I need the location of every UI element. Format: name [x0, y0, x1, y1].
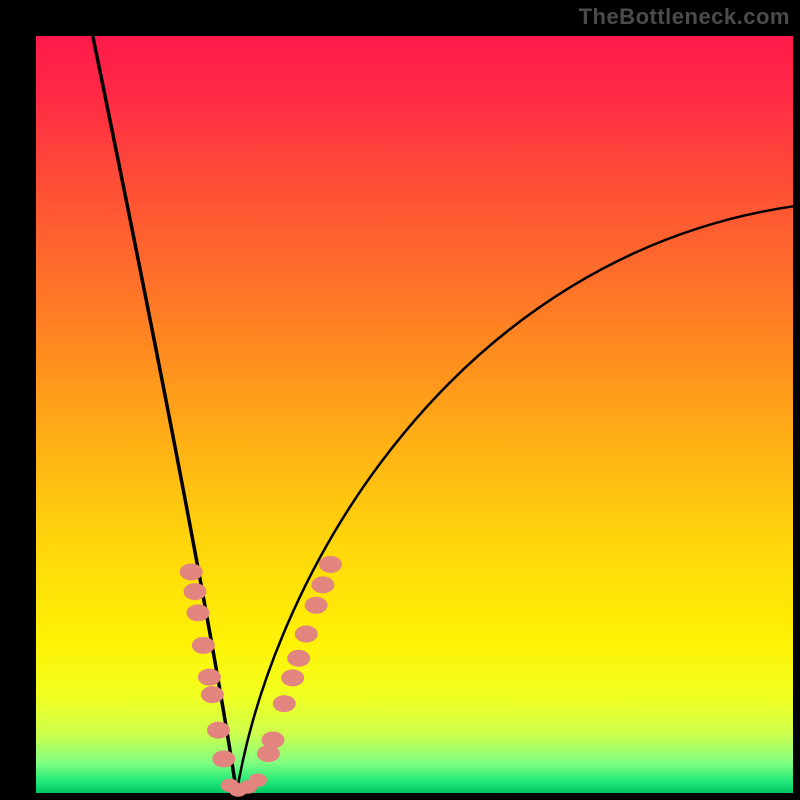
data-marker	[192, 637, 215, 654]
data-marker	[201, 686, 224, 703]
data-marker	[183, 583, 206, 600]
data-marker	[281, 669, 304, 686]
data-marker	[212, 750, 235, 767]
canvas: TheBottleneck.com	[0, 0, 800, 800]
data-marker	[319, 556, 342, 573]
data-marker	[249, 773, 267, 787]
data-marker	[295, 626, 318, 643]
data-marker	[311, 576, 334, 593]
data-marker	[261, 732, 284, 749]
curve-layer	[36, 36, 793, 793]
data-marker	[273, 695, 296, 712]
data-marker	[305, 597, 328, 614]
data-marker	[186, 604, 209, 621]
data-marker	[180, 563, 203, 580]
data-marker	[207, 722, 230, 739]
watermark-text: TheBottleneck.com	[579, 4, 790, 30]
plot-area	[36, 36, 793, 793]
curve-right-branch	[237, 206, 793, 793]
data-marker	[287, 650, 310, 667]
curve-markers	[180, 556, 342, 797]
data-marker	[198, 669, 221, 686]
